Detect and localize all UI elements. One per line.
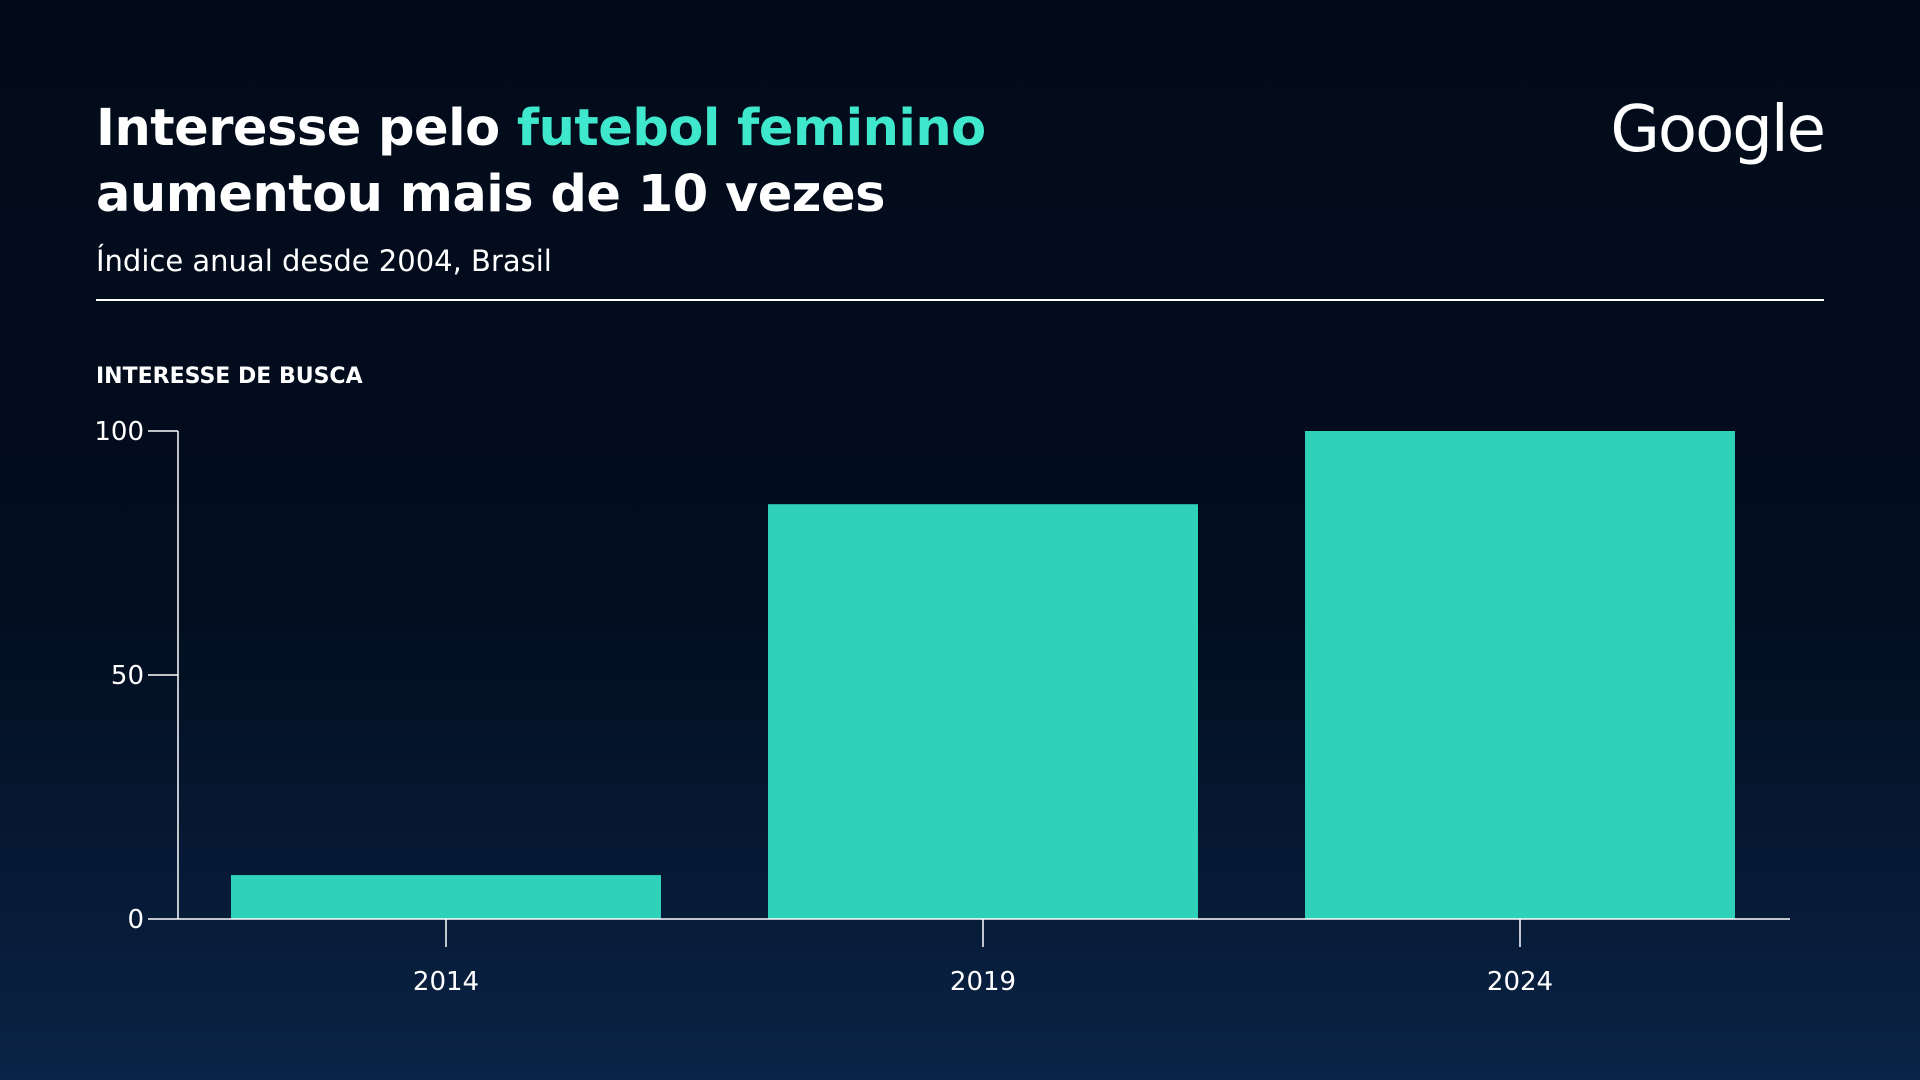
x-tick-label-2014: 2014 bbox=[413, 967, 479, 997]
y-tick-label-50: 50 bbox=[111, 661, 144, 691]
y-axis-label: INTERESSE DE BUSCA bbox=[96, 364, 363, 389]
bar-2014 bbox=[231, 875, 661, 919]
title-part1: Interesse pelo bbox=[96, 99, 517, 158]
y-tick-label-0: 0 bbox=[127, 905, 144, 935]
google-logo: Google bbox=[1610, 93, 1826, 167]
bar-2019 bbox=[768, 504, 1198, 919]
chart-title: Interesse pelo futebol feminino aumentou … bbox=[96, 96, 986, 228]
title-highlight: futebol feminino bbox=[516, 99, 986, 158]
x-tick-label-2024: 2024 bbox=[1487, 967, 1553, 997]
y-tick-label-100: 100 bbox=[94, 417, 144, 447]
header-divider bbox=[96, 299, 1824, 301]
title-line2: aumentou mais de 10 vezes bbox=[96, 165, 885, 224]
chart-subtitle: Índice anual desde 2004, Brasil bbox=[96, 244, 552, 278]
bar-2024 bbox=[1305, 431, 1735, 919]
x-tick-label-2019: 2019 bbox=[950, 967, 1016, 997]
